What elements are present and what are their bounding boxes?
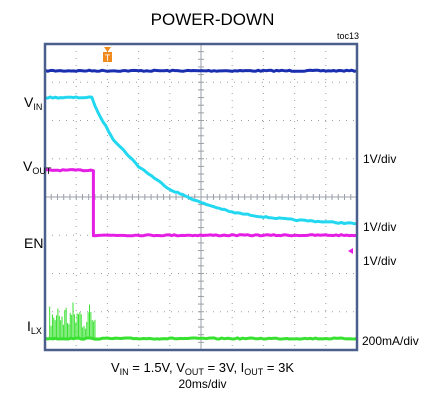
trace-vin [44,68,358,73]
chart-title: POWER-DOWN [150,10,275,29]
trace-ilx [44,336,358,341]
vout-label: VOUT [23,158,52,176]
ilx-label: ILX [27,318,42,336]
trace-en [44,168,358,238]
conditions-caption: VIN = 1.5V, VOUT = 3V, IOUT = 3K [110,360,295,377]
vout-scale-label: 1V/div [363,152,397,166]
svg-text:T: T [105,53,111,63]
vin-label: VIN [24,94,43,112]
scope-frame [43,42,359,352]
en-label: EN [24,235,44,251]
timebase-caption: 20ms/div [178,377,227,391]
en-scale-label: 1V/div [363,254,397,268]
scope-traces [44,68,358,341]
trace-vout [44,95,358,226]
figure-tag: toc13 [337,31,360,41]
scope-grid [44,43,358,351]
ilx-scale-label: 200mA/div [362,334,419,348]
trigger-marker: T [103,47,112,63]
extra-scale-label: 1V/div [363,220,397,234]
en-ground-marker [348,248,353,254]
